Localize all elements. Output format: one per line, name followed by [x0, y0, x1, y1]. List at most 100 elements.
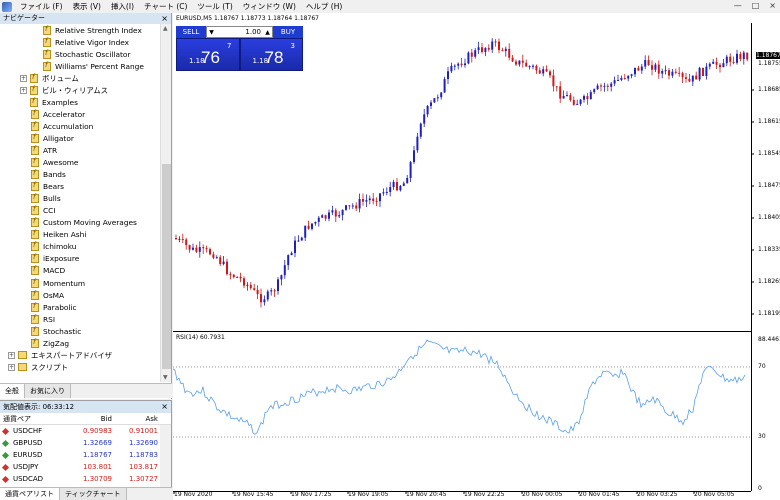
sell-quote[interactable]: 1.18 76 7	[176, 38, 240, 71]
market-watch-row[interactable]: USDJPY 103.801 103.817	[0, 461, 171, 473]
market-watch-row[interactable]: EURUSD 1.18767 1.18783	[0, 449, 171, 461]
scroll-thumb[interactable]	[162, 164, 171, 369]
col-bid[interactable]: Bid	[100, 414, 112, 423]
navigator-item[interactable]: Relative Strength Index	[0, 24, 160, 36]
app-icon[interactable]	[2, 1, 12, 12]
sell-button[interactable]: SELL	[176, 26, 206, 38]
candle-body	[664, 70, 667, 72]
navigator-item[interactable]: + スクリプト	[0, 361, 160, 373]
lot-decrease-icon[interactable]: ▼	[209, 28, 214, 36]
navigator-item[interactable]: MACD	[0, 265, 160, 277]
minimize-icon[interactable]: —	[733, 1, 742, 10]
chart-canvas[interactable]	[173, 13, 780, 500]
candle-body	[239, 276, 242, 279]
navigator-close-icon[interactable]: ×	[161, 14, 168, 23]
navigator-item[interactable]: Accelerator	[0, 108, 160, 120]
lot-size-value[interactable]: 1.00	[245, 28, 261, 36]
candle-body	[627, 75, 630, 79]
navigator-item-label: Williams' Percent Range	[55, 61, 144, 71]
navigator-scrollbar[interactable]: ▲ ▼	[160, 24, 171, 382]
menu-chart[interactable]: チャート (C)	[144, 2, 188, 11]
expand-icon[interactable]: +	[20, 74, 27, 82]
expand-icon[interactable]: +	[20, 86, 27, 94]
navigator-item[interactable]: Parabolic	[0, 301, 160, 313]
lot-size-field[interactable]: ▼ 1.00 ▲	[206, 26, 273, 38]
market-watch-row[interactable]: USDCHF 0.90983 0.91001	[0, 425, 171, 437]
col-symbol[interactable]: 通貨ペア	[3, 414, 31, 423]
navigator-item[interactable]: ATR	[0, 144, 160, 156]
scroll-up-icon[interactable]: ▲	[163, 25, 168, 32]
menu-help[interactable]: ヘルプ (H)	[305, 2, 343, 11]
expand-icon[interactable]: +	[8, 351, 15, 359]
navigator-tabs: 全般 お気に入り	[0, 383, 172, 398]
navigator-item[interactable]: OsMA	[0, 289, 160, 301]
navigator-item[interactable]: RSI	[0, 313, 160, 325]
indicator-icon	[43, 25, 51, 35]
navigator-item[interactable]: Accumulation	[0, 120, 160, 132]
tab-general[interactable]: 全般	[0, 384, 25, 398]
navigator-item[interactable]: Bulls	[0, 193, 160, 205]
navigator-item[interactable]: Stochastic	[0, 325, 160, 337]
navigator-item[interactable]: Custom Moving Averages	[0, 217, 160, 229]
time-axis-tick: 19 Nov 20:45	[406, 491, 447, 498]
tab-favorites[interactable]: お気に入り	[25, 384, 71, 398]
navigator-item[interactable]: + ビル・ウィリアムス	[0, 84, 160, 96]
candle-body	[464, 63, 466, 66]
candle-body	[695, 75, 698, 80]
indicator-icon	[30, 85, 38, 95]
col-ask[interactable]: Ask	[145, 414, 159, 423]
market-watch-row[interactable]: USDCAD 1.30709 1.30727	[0, 473, 171, 485]
maximize-icon[interactable]: □	[751, 1, 760, 10]
rsi-axis-tick: 88.4461	[758, 336, 780, 343]
indicator-icon	[31, 290, 39, 300]
navigator-item[interactable]: ZigZag	[0, 337, 160, 349]
tab-tick-chart[interactable]: ティックチャート	[60, 488, 127, 500]
navigator-item[interactable]: Momentum	[0, 277, 160, 289]
indicator-icon	[31, 157, 39, 168]
tab-symbols[interactable]: 通貨ペアリスト	[0, 488, 60, 500]
navigator-item[interactable]: iExposure	[0, 253, 160, 265]
ask-cell: 1.18783	[129, 451, 158, 459]
menu-window[interactable]: ウィンドウ (W)	[242, 2, 296, 11]
candle-body	[368, 198, 371, 201]
navigator-item[interactable]: Awesome	[0, 157, 160, 169]
buy-quote[interactable]: 1.18 78 3	[239, 38, 303, 71]
navigator-item[interactable]: Williams' Percent Range	[0, 60, 160, 72]
navigator-item[interactable]: Ichimoku	[0, 241, 160, 253]
lot-increase-icon[interactable]: ▲	[265, 28, 270, 36]
buy-button[interactable]: BUY	[273, 26, 303, 38]
chart-window[interactable]: EURUSD,M5 1.18767 1.18773 1.18764 1.1876…	[173, 13, 780, 500]
market-watch-scrollbar[interactable]	[160, 425, 171, 487]
navigator-item-label: Accelerator	[43, 109, 86, 119]
indicator-icon	[31, 338, 39, 348]
candle-body	[579, 99, 582, 104]
market-watch-rows: USDCHF 0.90983 0.91001 GBPUSD 1.32669 1.32690…	[0, 425, 171, 485]
navigator-item[interactable]: + ボリューム	[0, 72, 160, 84]
market-watch-panel: 気配値表示: 06:33:12 × 通貨ペア Bid Ask USDCHF 0.9…	[0, 400, 172, 500]
navigator-item[interactable]: Heiken Ashi	[0, 229, 160, 241]
market-watch-close-icon[interactable]: ×	[161, 402, 168, 411]
navigator-item[interactable]: Relative Vigor Index	[0, 36, 160, 48]
navigator-item-label: エキスパートアドバイザ	[31, 350, 113, 360]
expand-icon[interactable]: +	[8, 363, 15, 371]
scroll-down-icon[interactable]: ▼	[163, 374, 168, 381]
navigator-item-label: Stochastic Oscillator	[55, 49, 131, 59]
menu-file[interactable]: ファイル (F)	[20, 2, 63, 11]
symbol-name: USDJPY	[13, 463, 39, 471]
sell-price-prefix: 1.18	[189, 57, 205, 65]
navigator-item[interactable]: CCI	[0, 205, 160, 217]
candle-body	[324, 215, 327, 219]
navigator-item[interactable]: Alligator	[0, 132, 160, 144]
direction-icon	[1, 451, 10, 459]
navigator-item[interactable]: + エキスパートアドバイザ	[0, 349, 160, 361]
menu-view[interactable]: 表示 (V)	[72, 2, 101, 11]
navigator-item[interactable]: Bands	[0, 169, 160, 181]
navigator-item-label: CCI	[43, 206, 56, 216]
market-watch-row[interactable]: GBPUSD 1.32669 1.32690	[0, 437, 171, 449]
menu-tools[interactable]: ツール (T)	[197, 2, 233, 11]
close-icon[interactable]: ×	[769, 1, 776, 10]
navigator-item[interactable]: Stochastic Oscillator	[0, 48, 160, 60]
navigator-item[interactable]: Examples	[0, 96, 160, 108]
navigator-item[interactable]: Bears	[0, 181, 160, 193]
menu-insert[interactable]: 挿入(I)	[110, 2, 135, 11]
